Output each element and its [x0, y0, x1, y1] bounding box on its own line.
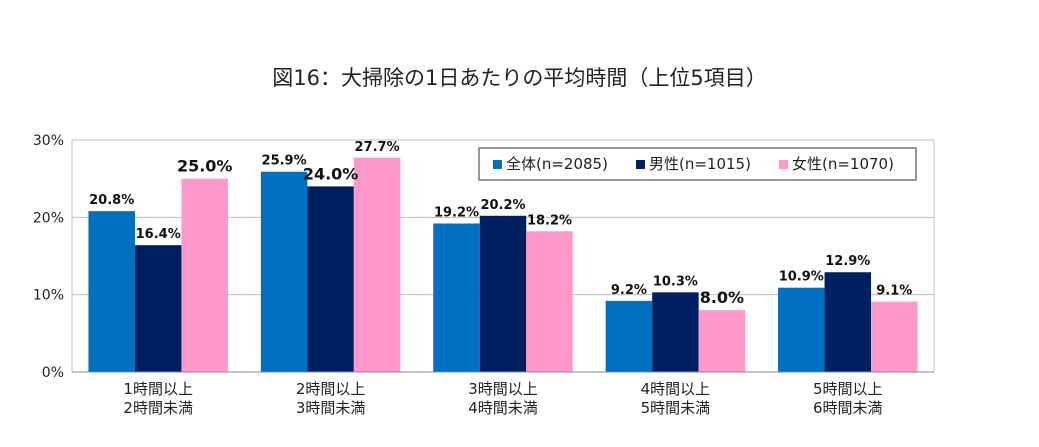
legend: 全体(n=2085) 男性(n=1015) 女性(n=1070)	[478, 147, 917, 181]
bar	[260, 171, 308, 372]
y-tick-label: 0%	[42, 365, 64, 381]
data-label: 25.9%	[262, 154, 307, 169]
bar	[353, 157, 401, 372]
bar	[652, 292, 699, 372]
bar	[871, 301, 918, 372]
bar	[605, 300, 653, 372]
data-label: 9.2%	[611, 283, 647, 298]
data-label: 10.3%	[653, 274, 698, 289]
bar	[778, 287, 825, 372]
data-label: 9.1%	[876, 284, 912, 299]
bar	[134, 245, 182, 372]
x-tick-label: 2時間未満	[123, 399, 193, 417]
legend-label: 女性(n=1070)	[792, 155, 894, 173]
legend-box	[478, 147, 917, 181]
data-label: 20.8%	[89, 193, 134, 208]
data-label: 8.0%	[700, 288, 744, 307]
legend-swatch	[636, 160, 645, 169]
y-tick-label: 20%	[33, 210, 64, 226]
data-label: 20.2%	[480, 198, 525, 213]
y-tick-label: 10%	[33, 288, 64, 304]
legend-label: 全体(n=2085)	[506, 155, 608, 173]
bar	[698, 310, 746, 372]
bar	[88, 211, 135, 372]
data-label: 12.9%	[825, 254, 870, 269]
bar	[433, 223, 480, 372]
y-tick-label: 30%	[33, 133, 64, 149]
x-tick-label: 4時間以上	[641, 380, 711, 398]
x-tick-label: 3時間未満	[296, 399, 366, 417]
bar	[526, 231, 573, 372]
data-label: 27.7%	[355, 140, 400, 155]
data-label: 10.9%	[779, 270, 824, 285]
bar-layer	[88, 157, 918, 372]
x-tick-label: 1時間以上	[123, 380, 193, 398]
legend-label: 男性(n=1015)	[649, 155, 751, 173]
chart-title: 図16：大掃除の1日あたりの平均時間（上位5項目）	[272, 66, 767, 90]
x-tick-label: 2時間以上	[296, 380, 366, 398]
data-label: 18.2%	[527, 213, 572, 228]
legend-swatch	[493, 160, 502, 169]
x-tick-label: 5時間未満	[641, 399, 711, 417]
bar	[181, 178, 228, 372]
legend-swatch	[779, 160, 788, 169]
data-label: 24.0%	[303, 164, 359, 183]
data-label: 19.2%	[434, 206, 479, 221]
x-tick-label: 3時間以上	[468, 380, 538, 398]
bar	[824, 272, 872, 372]
x-tick-label: 4時間未満	[468, 399, 538, 417]
x-tick-label: 6時間未満	[813, 399, 883, 417]
x-tick-label: 5時間以上	[813, 380, 883, 398]
label-layer: 20.8% 16.4% 25.0% 25.9%24.0% 27.7% 19.2%20.2%…	[89, 140, 912, 307]
data-label: 16.4%	[136, 227, 181, 242]
bar	[307, 186, 354, 372]
bar	[479, 215, 527, 372]
data-label: 25.0%	[177, 157, 233, 176]
